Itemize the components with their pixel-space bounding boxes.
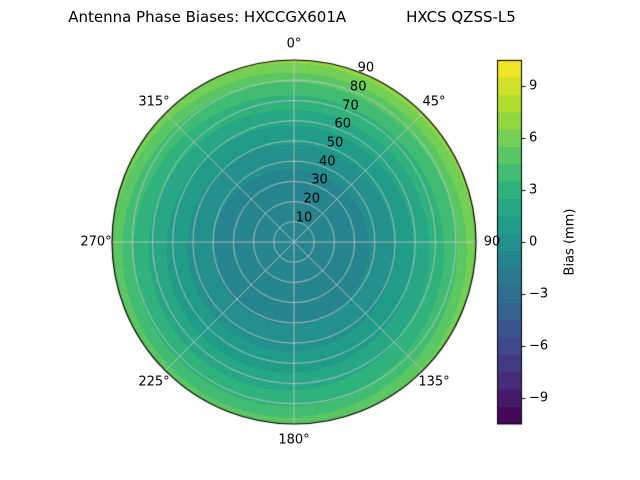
angular-tick-label-135: 135° [418,374,450,390]
radial-tick-label-50: 50 [326,135,344,151]
angular-tick-label-45: 45° [422,94,446,110]
radial-tick-label-10: 10 [295,210,313,226]
colorbar-tick-label-6: 6 [529,130,538,146]
radial-tick-label-60: 60 [334,116,351,132]
colorbar-axis-label: Bias (mm) [562,208,578,276]
angular-tick-label-315: 315° [138,94,170,110]
colorbar-tick-label--6: −6 [529,338,549,354]
angular-tick-label-180: 180° [278,432,310,448]
angular-tick-label-0: 0° [286,36,302,52]
radial-tick-label-40: 40 [318,154,336,170]
colorbar-tick-label-3: 3 [529,182,538,198]
angular-tick-label-90: 90 [483,234,501,250]
radial-tick-label-70: 70 [342,98,359,114]
radial-tick-label-80: 80 [349,79,367,95]
radial-tick-label-90: 90 [357,60,375,76]
angular-tick-label-225: 225° [138,374,170,390]
radial-tick-label-20: 20 [303,191,321,207]
radial-tick-label-30: 30 [311,172,328,188]
angular-tick-label-270: 270° [80,234,112,250]
colorbar-tick-label-9: 9 [529,78,538,94]
colorbar-tick-label--3: −3 [529,286,549,302]
colorbar-tick-label-0: 0 [529,234,538,250]
colorbar-tick-label--9: −9 [529,390,549,406]
